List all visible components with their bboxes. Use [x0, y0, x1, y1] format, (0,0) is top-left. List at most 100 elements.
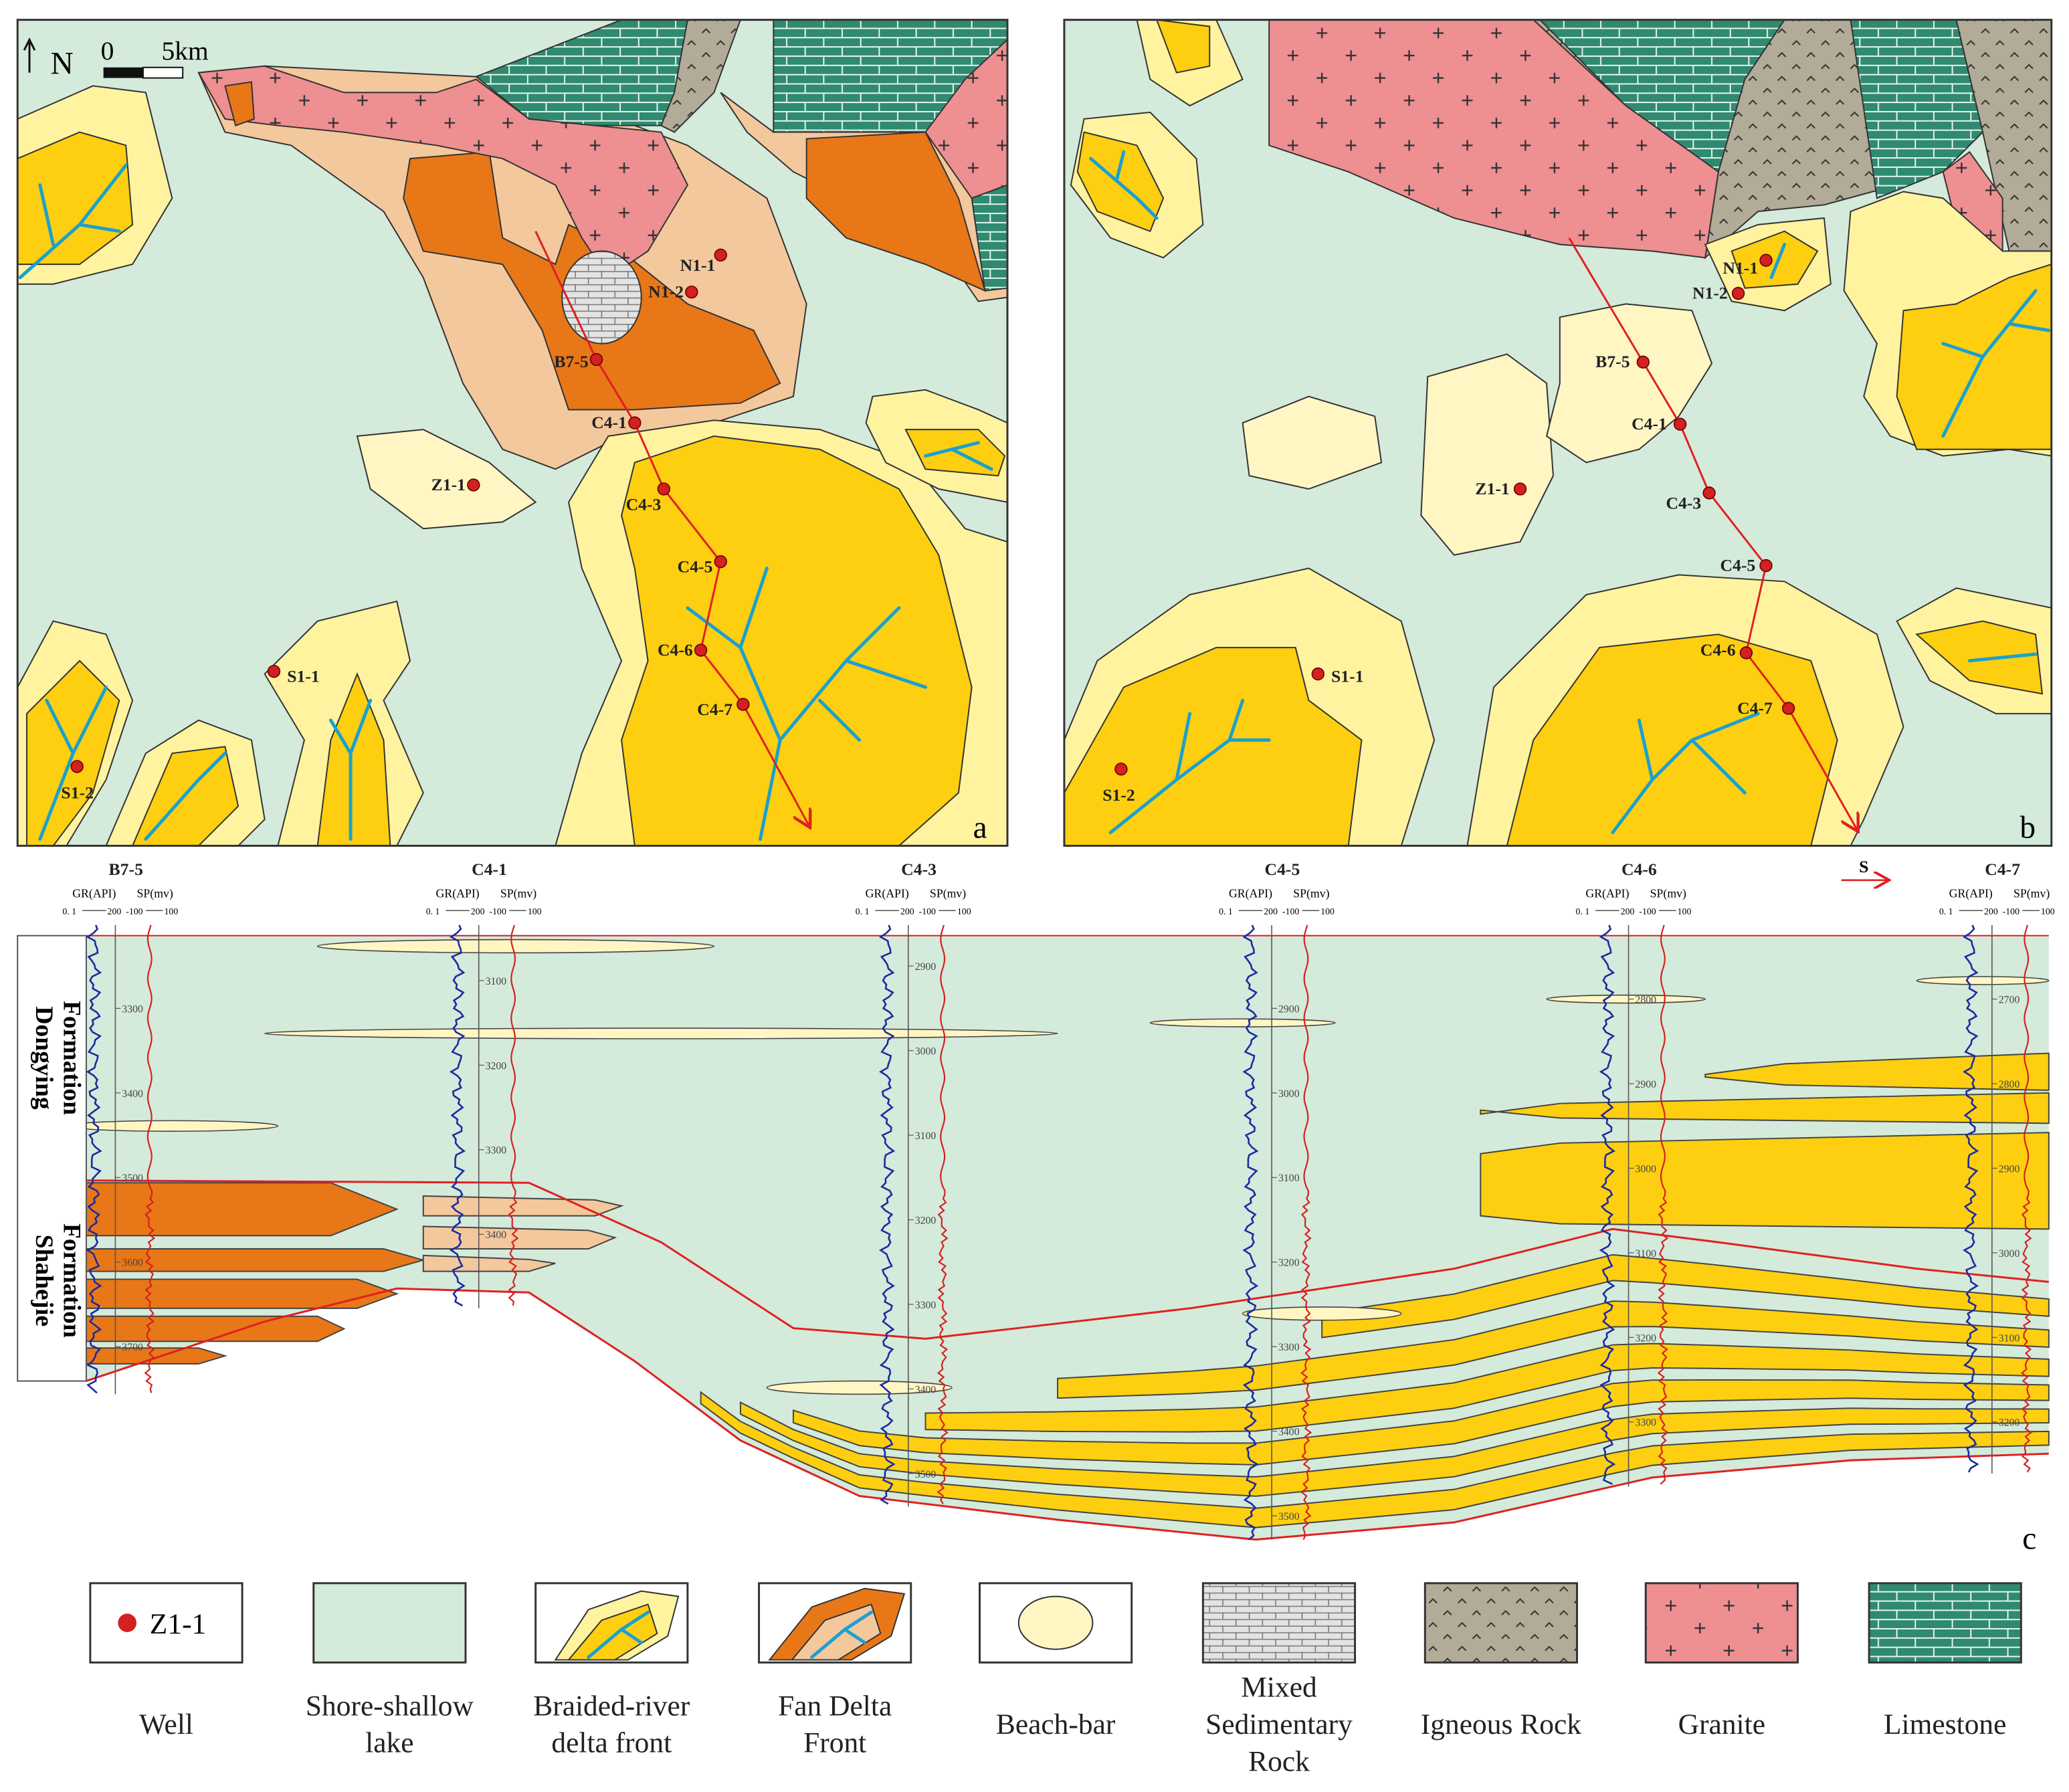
legend-label: Granite	[1678, 1708, 1765, 1740]
depth-label: 2900	[1999, 1163, 2020, 1175]
panel-label: b	[2019, 811, 2036, 845]
legend-swatch	[1868, 1582, 2022, 1664]
well	[628, 416, 642, 429]
well	[694, 643, 708, 657]
fan-layer	[85, 1278, 399, 1309]
well-label: B7-5	[554, 352, 588, 371]
formation-boundary	[17, 1179, 2049, 1340]
beach-bar	[1149, 1018, 1336, 1027]
well-label: B7-5	[1595, 352, 1630, 371]
log-scale: 100	[2041, 906, 2055, 916]
beach-bar	[1420, 353, 1554, 556]
legend-label: Rock	[1248, 1745, 1310, 1777]
braided-band	[1321, 1254, 2050, 1338]
well-label: C4-1	[1632, 414, 1667, 433]
depth-label: 3100	[486, 976, 507, 987]
depth-label: 3300	[1635, 1417, 1656, 1429]
log-scale: 200	[1984, 906, 1998, 916]
depth-label: 3000	[915, 1046, 937, 1058]
braided-band	[700, 1391, 2050, 1528]
river	[144, 751, 227, 841]
beach-bar	[1242, 395, 1383, 490]
map-a: N1-1 N1-2 B7-5 C4-1 C4-3 C4-5 C4-6 C4-7 Z1-1 S1-1…	[17, 19, 1007, 846]
log-scale: -100	[1639, 906, 1656, 916]
log-header: SP(mv)	[930, 886, 966, 900]
braided-inner	[316, 672, 391, 846]
granite	[197, 65, 689, 279]
well-label: N1-2	[1692, 284, 1728, 303]
legend-label: Fan Delta	[778, 1690, 892, 1722]
depth-label: 3200	[1635, 1332, 1656, 1344]
log-scale: 0. 1	[1219, 906, 1233, 916]
log-header: SP(mv)	[2013, 886, 2050, 900]
well	[70, 760, 84, 773]
sp-log	[144, 924, 156, 1393]
braided-inner	[1896, 264, 2052, 450]
mixed-rock	[561, 250, 642, 344]
well	[714, 555, 727, 569]
log-scale: -100	[919, 906, 936, 916]
depth-label: 3100	[1278, 1173, 1300, 1184]
legend-sample: Z1-1	[150, 1608, 206, 1640]
braided-inner	[567, 1603, 658, 1661]
igneous	[621, 19, 741, 133]
well	[1739, 646, 1753, 660]
log-header: SP(mv)	[500, 886, 536, 900]
sp-log	[1657, 924, 1669, 1485]
log-header: SP(mv)	[1293, 886, 1329, 900]
depth-label: 3500	[915, 1469, 937, 1480]
log-header: GR(API)	[72, 886, 116, 900]
limestone	[1539, 19, 1785, 173]
depth-label: 3000	[1635, 1163, 1656, 1175]
depth-label: 3300	[1278, 1342, 1300, 1353]
sp-log	[937, 924, 949, 1504]
lake	[86, 935, 2049, 1540]
limestone	[971, 184, 1007, 292]
panel-label: a	[973, 811, 987, 845]
sp-log	[2020, 924, 2032, 1473]
north-label: N	[51, 47, 74, 82]
section-line	[1568, 237, 1858, 830]
well-label: S1-2	[61, 783, 93, 802]
well	[1759, 254, 1773, 267]
well-label: N1-2	[648, 282, 684, 302]
fan-layer-outer	[422, 1254, 556, 1272]
beach-bar	[1017, 1595, 1094, 1650]
well	[657, 482, 671, 496]
beach-bar	[316, 938, 715, 954]
frame	[1063, 19, 2053, 847]
log-scale: 200	[1621, 906, 1635, 916]
well	[589, 353, 603, 367]
braided-inner	[621, 435, 973, 846]
legend-label: lake	[365, 1727, 413, 1759]
river	[1108, 698, 1271, 835]
depth-label: 3300	[122, 1003, 143, 1015]
depth-label: 2800	[1999, 1079, 2020, 1090]
legend-label: Shore-shallow	[306, 1690, 474, 1722]
log-scale: -100	[1282, 906, 1299, 916]
map-b: N1-1 N1-2 B7-5 C4-1 C4-3 C4-5 C4-6 C4-7 Z1-1 S1-1…	[1064, 19, 2052, 846]
legend-swatch	[312, 1582, 467, 1664]
depth-label: 3200	[486, 1060, 507, 1072]
braided-band	[739, 1401, 2050, 1497]
well	[1114, 763, 1128, 776]
well-label: C4-6	[658, 640, 693, 660]
depth-label: 3400	[486, 1229, 507, 1241]
well	[1311, 667, 1324, 681]
log-scale: -100	[490, 906, 506, 916]
limestone	[1850, 19, 1984, 199]
river	[1611, 712, 1760, 835]
well-name: C4-5	[1265, 860, 1300, 879]
granite	[1268, 19, 1719, 259]
well-label: S1-1	[1331, 666, 1364, 686]
overlay-text: N 0 5km a b	[16, 19, 2053, 847]
log-header: GR(API)	[866, 886, 909, 900]
well-label: N1-1	[680, 256, 716, 275]
well-label: C4-3	[626, 495, 662, 514]
well-name: B7-5	[109, 860, 143, 879]
scale-bar	[142, 66, 184, 79]
depth-label: 3100	[1635, 1248, 1656, 1260]
depth-label: 3400	[1278, 1427, 1300, 1438]
braided-inner	[1915, 620, 2044, 695]
well-label: C4-5	[678, 557, 713, 576]
